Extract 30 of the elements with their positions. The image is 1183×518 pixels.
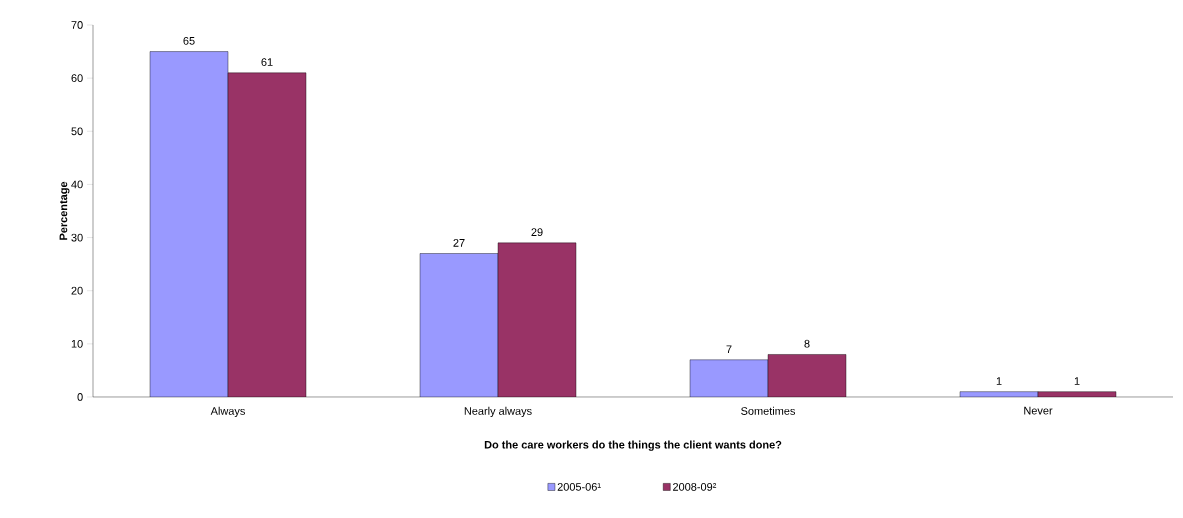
data-label: 65 — [183, 36, 195, 45]
y-tick-label: 40 — [71, 180, 83, 189]
x-tick-label: Nearly always — [464, 406, 532, 418]
bar — [498, 242, 577, 397]
bar — [768, 354, 847, 397]
y-tick-label: 30 — [71, 233, 83, 242]
bar — [690, 359, 769, 397]
x-tick-label: Sometimes — [741, 406, 796, 415]
x-tick-label: Never — [1024, 406, 1053, 415]
bar — [420, 253, 499, 397]
y-tick-label: 50 — [71, 127, 83, 136]
x-tick-label: Always — [210, 406, 245, 418]
y-tick-label: 10 — [71, 339, 83, 348]
y-tick-label: 0 — [77, 393, 83, 401]
data-label: 8 — [804, 339, 810, 348]
data-label: 1 — [1074, 377, 1080, 385]
y-tick-label: 70 — [71, 21, 83, 29]
bar — [150, 51, 229, 397]
bar — [228, 72, 307, 397]
data-label: 7 — [726, 345, 732, 353]
data-label: 61 — [261, 58, 273, 66]
y-axis-title: Percentage — [59, 181, 70, 240]
legend-label: 2008-09² — [673, 483, 717, 491]
data-label: 29 — [531, 228, 543, 237]
y-tick-label: 60 — [71, 74, 83, 83]
data-label: 27 — [453, 239, 465, 247]
y-tick-label: 20 — [71, 286, 83, 295]
x-axis-title: Do the care workers do the things the client wants done? — [484, 440, 782, 451]
data-label: 1 — [996, 377, 1002, 385]
legend-label: 2005-06¹ — [557, 483, 601, 491]
